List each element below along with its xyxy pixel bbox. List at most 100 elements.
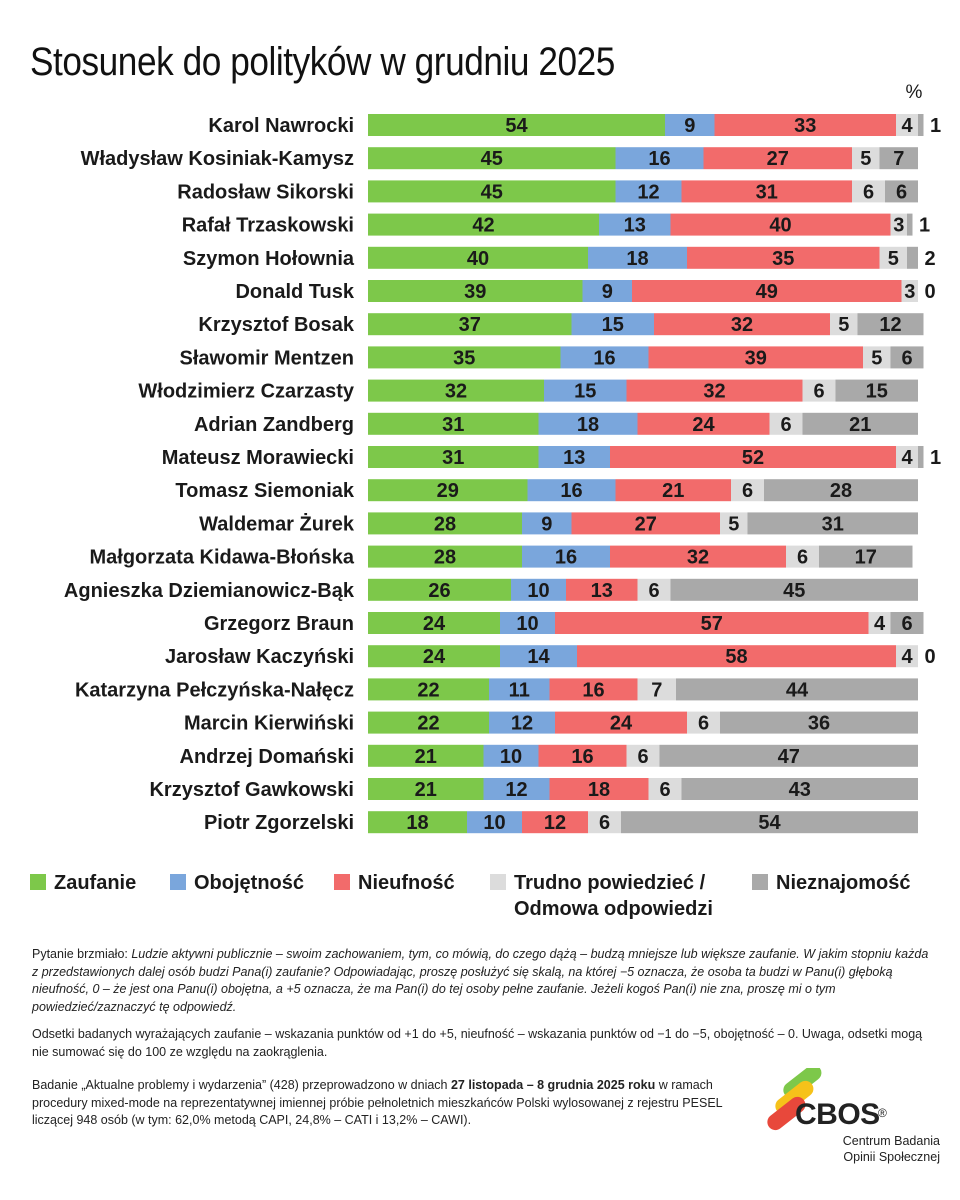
data-label-zaufanie-7: 37 (459, 314, 481, 336)
bar-segment-nieufnosc-6 (632, 280, 902, 302)
data-label-zaufanie-22: 18 (406, 812, 428, 834)
bar-segment-obojetnosc-8 (560, 346, 649, 369)
data-label-obojetnosc-8: 16 (593, 347, 615, 369)
bar-segment-zaufanie-11 (368, 446, 539, 468)
data-label-nieufnosc-21: 18 (588, 779, 610, 801)
data-label-nieufnosc-8: 39 (745, 347, 767, 369)
politician-label-marcin-kierwinski: Marcin Kierwiński (184, 713, 354, 735)
bar-segment-nieufnosc-18 (549, 678, 638, 701)
politician-label-karol-nawrocki: Karol Nawrocki (208, 115, 354, 137)
bar-segment-obojetnosc-2 (615, 147, 704, 170)
data-label-nieufnosc-15: 13 (591, 580, 613, 602)
bar-segment-zaufanie-8 (368, 346, 561, 369)
bar-segment-zaufanie-17 (368, 645, 500, 668)
bar-segment-zaufanie-20 (368, 744, 484, 767)
politician-label-wladyslaw-kosiniak-kamysz: Władysław Kosiniak-Kamysz (81, 148, 354, 170)
cbos-logo-icon (767, 1068, 822, 1131)
data-label-obojetnosc-13: 9 (541, 513, 552, 535)
bar-segment-nieufnosc-10 (637, 412, 770, 435)
data-label-nieznajomosc-12: 28 (830, 480, 852, 502)
bar-segment-trudno-powiedziec-odmowa-odpowiedzi-21 (648, 778, 682, 800)
legend-swatch-obojetnosc (170, 874, 186, 890)
unit-label: % (906, 82, 923, 103)
bar-segment-obojetnosc-4 (599, 213, 671, 236)
bar-segment-nieznajomosc-7 (857, 313, 924, 336)
study-dates: 27 listopada – 8 grudnia 2025 roku (450, 1078, 656, 1092)
data-label-obojetnosc-11: 13 (563, 447, 585, 469)
data-label-nieznajomosc-16: 6 (901, 613, 912, 635)
data-label-trudno-powiedziec-odmowa-odpowiedzi-9: 6 (813, 381, 824, 403)
data-label-obojetnosc-7: 15 (602, 314, 624, 336)
data-label-obojetnosc-22: 10 (483, 812, 505, 834)
bar-segment-nieufnosc-22 (522, 811, 588, 834)
legend-item-trudno-powiedziec: Trudno powiedzieć / Odmowa odpowiedzi (490, 870, 713, 922)
data-label-zaufanie-2: 45 (481, 148, 503, 170)
legend: Zaufanie Obojętność Nieufność Trudno pow… (30, 870, 940, 930)
data-label-nieznajomosc-14: 17 (855, 547, 877, 569)
bar-segment-obojetnosc-7 (571, 313, 654, 336)
data-label-trudno-powiedziec-odmowa-odpowiedzi-4: 3 (893, 215, 904, 237)
politician-label-agnieszka-dziemianowicz-bak: Agnieszka Dziemianowicz-Bąk (64, 580, 355, 602)
data-label-nieznajomosc-3: 6 (896, 181, 907, 203)
bar-segment-zaufanie-14 (368, 545, 522, 568)
legend-label-nieufnosc: Nieufność (358, 872, 455, 894)
data-label-nieznajomosc-21: 43 (789, 779, 811, 801)
data-label-obojetnosc-9: 15 (574, 381, 596, 403)
logo-subtitle-line1: Centrum Badania (842, 1134, 940, 1148)
data-label-obojetnosc-17: 14 (527, 646, 550, 668)
question-notes: Pytanie brzmiało: Ludzie aktywni publicz… (32, 946, 932, 1071)
legend-label-zaufanie: Zaufanie (54, 872, 137, 894)
bar-segment-nieznajomosc-22 (621, 811, 918, 834)
data-label-zaufanie-8: 35 (453, 347, 475, 369)
data-label-obojetnosc-5: 18 (626, 248, 648, 270)
bar-segment-zaufanie-1 (368, 114, 665, 136)
data-label-nieufnosc-19: 24 (610, 713, 633, 735)
data-label-nieufnosc-12: 21 (662, 480, 684, 502)
bar-segment-nieufnosc-3 (681, 180, 852, 203)
bar-segment-obojetnosc-17 (500, 645, 577, 668)
politician-label-slawomir-mentzen: Sławomir Mentzen (180, 347, 354, 369)
data-label-nieufnosc-10: 24 (692, 414, 715, 436)
logo-subtitle-line2: Opinii Społecznej (843, 1150, 940, 1164)
bar-segment-obojetnosc-16 (500, 612, 555, 634)
bar-segment-zaufanie-4 (368, 213, 599, 236)
politician-label-krzysztof-bosak: Krzysztof Bosak (198, 314, 354, 336)
data-label-trudno-powiedziec-odmowa-odpowiedzi-19: 6 (698, 713, 709, 735)
data-label-obojetnosc-15: 10 (527, 580, 549, 602)
bar-segment-zaufanie-22 (368, 811, 467, 834)
bar-segment-obojetnosc-14 (522, 545, 610, 568)
politician-label-mateusz-morawiecki: Mateusz Morawiecki (162, 447, 354, 469)
bar-segment-trudno-powiedziec-odmowa-odpowiedzi-17 (896, 645, 918, 668)
politician-label-radoslaw-sikorski: Radosław Sikorski (177, 181, 354, 203)
data-label-nieufnosc-6: 49 (756, 281, 778, 303)
data-label-obojetnosc-21: 12 (505, 779, 527, 801)
bar-segment-nieznajomosc-18 (676, 678, 918, 701)
data-label-trudno-powiedziec-odmowa-odpowiedzi-3: 6 (863, 181, 874, 203)
bar-segment-nieufnosc-21 (549, 778, 649, 800)
bar-segment-trudno-powiedziec-odmowa-odpowiedzi-5 (879, 246, 907, 269)
data-label-nieufnosc-16: 57 (701, 613, 723, 635)
bar-segment-obojetnosc-12 (527, 479, 616, 502)
bar-segment-nieufnosc-20 (538, 744, 627, 767)
bar-segment-nieznajomosc-2 (879, 147, 918, 170)
bar-segment-nieufnosc-11 (610, 446, 896, 468)
legend-item-zaufanie: Zaufanie (30, 870, 136, 896)
politician-label-rafal-trzaskowski: Rafał Trzaskowski (182, 215, 354, 237)
bar-segment-zaufanie-15 (368, 578, 511, 601)
data-label-obojetnosc-19: 12 (511, 713, 533, 735)
bar-segment-zaufanie-21 (368, 778, 484, 800)
data-label-nieufnosc-9: 32 (703, 381, 725, 403)
data-label-zaufanie-14: 28 (434, 547, 456, 569)
bar-segment-trudno-powiedziec-odmowa-odpowiedzi-9 (802, 379, 836, 402)
bar-segment-obojetnosc-11 (538, 446, 610, 468)
bar-segment-obojetnosc-1 (665, 114, 715, 136)
data-label-trudno-powiedziec-odmowa-odpowiedzi-12: 6 (742, 480, 753, 502)
bar-segment-obojetnosc-9 (544, 379, 627, 402)
bar-segment-nieufnosc-13 (571, 512, 720, 535)
data-label-nieznajomosc-17: 0 (924, 646, 935, 668)
data-label-trudno-powiedziec-odmowa-odpowiedzi-20: 6 (637, 746, 648, 768)
bar-segment-obojetnosc-20 (483, 744, 539, 767)
bar-segment-obojetnosc-22 (467, 811, 522, 834)
bar-segment-trudno-powiedziec-odmowa-odpowiedzi-18 (637, 678, 676, 701)
data-label-zaufanie-17: 24 (423, 646, 446, 668)
